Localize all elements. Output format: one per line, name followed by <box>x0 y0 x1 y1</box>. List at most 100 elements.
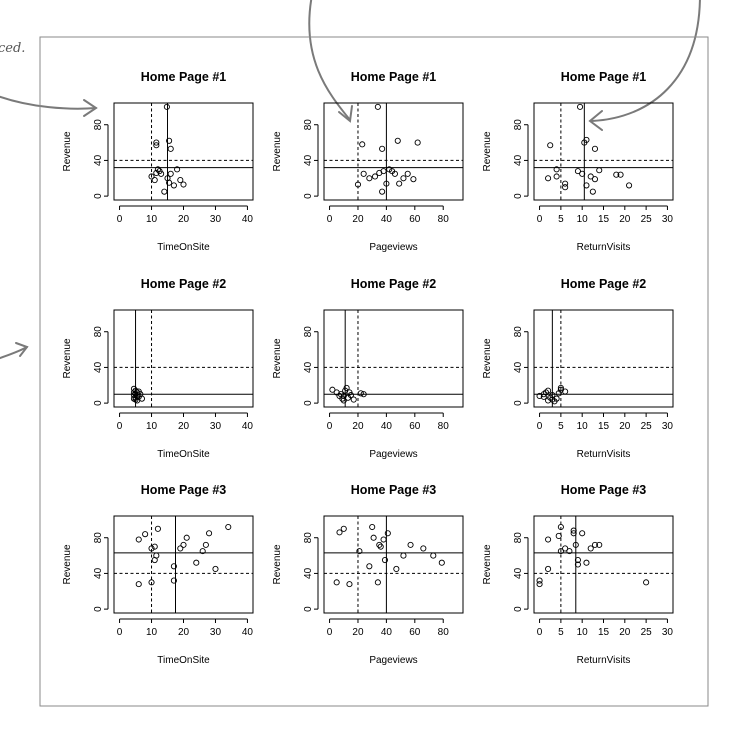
y-tick-label: 0 <box>93 193 104 199</box>
x-tick-label: 0 <box>327 214 333 225</box>
y-tick-label: 40 <box>93 361 104 373</box>
y-tick-label: 80 <box>303 532 314 544</box>
x-tick-label: 40 <box>242 421 254 432</box>
x-tick-label: 20 <box>619 627 631 638</box>
y-tick-label: 40 <box>93 567 104 579</box>
y-axis: 0 40 80 Revenue <box>482 532 529 612</box>
data-point <box>212 565 219 573</box>
data-point <box>396 180 403 187</box>
y-tick-label: 80 <box>513 119 524 131</box>
arrow-loop-right <box>591 0 701 122</box>
data-point <box>154 525 161 532</box>
data-point <box>591 541 599 548</box>
x-tick-label: 0 <box>537 627 543 638</box>
data-point <box>333 579 340 586</box>
y-axis-label: Revenue <box>272 338 283 378</box>
scatter-panel-3: Home Page #1 0 5 10 15 20 25 30 ReturnVisits 0 40 8… <box>482 70 674 253</box>
data-point <box>404 170 411 177</box>
data-point <box>166 137 173 144</box>
plot-box <box>323 515 464 614</box>
data-point <box>381 556 389 564</box>
data-point <box>540 393 547 400</box>
panel-title: Home Page #1 <box>141 70 227 84</box>
data-point <box>366 563 373 570</box>
data-point <box>572 541 579 548</box>
data-point <box>167 145 174 152</box>
data-point <box>410 176 417 183</box>
y-axis-label: Revenue <box>272 544 283 584</box>
y-tick-label: 0 <box>513 606 524 612</box>
data-point <box>570 527 577 534</box>
data-point <box>393 565 400 573</box>
data-point <box>430 552 437 559</box>
y-axis-label: Revenue <box>482 131 493 171</box>
x-tick-label: 0 <box>327 627 333 638</box>
plot-box <box>113 515 254 614</box>
data-point <box>356 548 363 555</box>
data-point <box>151 543 158 550</box>
data-point <box>193 559 200 566</box>
scatter-panel-1: Home Page #1 0 10 20 30 40 TimeOnSite 0 40 80 Reve… <box>62 70 254 253</box>
scatter-panel-7: Home Page #3 0 10 20 30 40 TimeOnSite 0 40 80 Reve… <box>62 483 254 666</box>
data-point <box>370 534 377 541</box>
y-axis: 0 40 80 Revenue <box>62 326 109 406</box>
panel-title: Home Page #3 <box>561 483 647 497</box>
x-axis-label: TimeOnSite <box>157 242 210 253</box>
x-tick-label: 30 <box>210 421 222 432</box>
data-point <box>613 171 620 178</box>
data-point <box>566 548 573 555</box>
data-point <box>587 173 594 180</box>
data-point <box>551 398 558 405</box>
y-axis: 0 40 80 Revenue <box>62 119 109 199</box>
data-point <box>626 182 633 189</box>
panel-title: Home Page #3 <box>351 483 437 497</box>
y-tick-label: 40 <box>513 567 524 579</box>
x-tick-label: 20 <box>352 214 364 225</box>
y-tick-label: 40 <box>513 154 524 166</box>
data-point <box>583 559 590 566</box>
data-point <box>350 396 357 403</box>
plot-box <box>323 102 464 201</box>
x-tick-label: 25 <box>641 421 653 432</box>
x-tick-label: 30 <box>662 214 674 225</box>
y-axis: 0 40 80 Revenue <box>482 326 529 406</box>
reference-lines <box>114 516 253 613</box>
data-point <box>225 523 232 531</box>
data-point <box>148 579 155 586</box>
data-point <box>379 188 386 195</box>
data-point <box>343 384 350 391</box>
y-axis: 0 40 80 Revenue <box>482 119 529 199</box>
data-point <box>589 188 596 195</box>
x-tick-label: 10 <box>146 214 158 225</box>
panel-title: Home Page #1 <box>561 70 647 84</box>
x-tick-label: 0 <box>117 627 123 638</box>
x-axis-label: Pageviews <box>369 655 417 666</box>
data-point <box>562 180 569 187</box>
y-tick-label: 0 <box>303 193 314 199</box>
data-point <box>130 385 137 392</box>
data-point <box>151 177 158 184</box>
plot-box <box>533 309 674 408</box>
scatter-panel-8: Home Page #3 0 20 40 60 80 Pageviews 0 40 80 Reven… <box>272 483 464 666</box>
data-point <box>135 388 142 395</box>
scatter-panel-6: Home Page #2 0 5 10 15 20 25 30 ReturnVisits 0 40 8… <box>482 277 674 460</box>
data-point <box>340 525 347 532</box>
data-point <box>336 529 343 536</box>
data-point <box>180 541 187 548</box>
x-tick-label: 10 <box>146 627 158 638</box>
data-point <box>574 556 581 564</box>
arrow-to-plot-4 <box>0 346 28 360</box>
data-point <box>180 181 187 188</box>
reference-lines <box>534 516 673 613</box>
data-point <box>400 552 407 559</box>
data-point <box>163 103 170 110</box>
data-point <box>407 541 414 548</box>
data-point <box>177 545 184 552</box>
reference-lines <box>324 516 463 613</box>
data-point <box>369 523 376 531</box>
x-tick-label: 40 <box>242 627 254 638</box>
data-point <box>587 545 594 552</box>
y-tick-label: 40 <box>303 154 314 166</box>
plot-box <box>533 515 674 614</box>
y-axis-label: Revenue <box>62 131 73 171</box>
